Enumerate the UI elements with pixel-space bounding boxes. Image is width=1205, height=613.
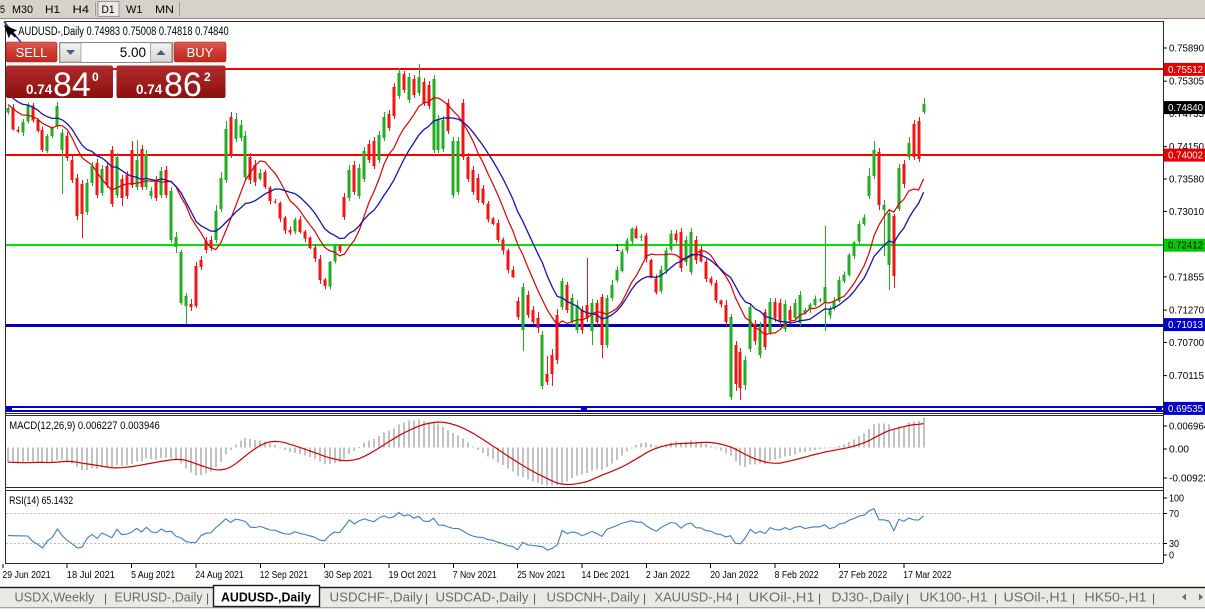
svg-text:20 Jan 2022: 20 Jan 2022 (710, 569, 758, 581)
svg-text:|: | (533, 591, 536, 605)
svg-text:|: | (736, 591, 739, 605)
svg-text:0.71270: 0.71270 (1169, 305, 1204, 317)
svg-text:18 Jul 2021: 18 Jul 2021 (67, 569, 115, 581)
svg-text:AUDUSD-,Daily: AUDUSD-,Daily (221, 589, 312, 604)
svg-text:24 Aug 2021: 24 Aug 2021 (195, 569, 243, 581)
svg-text:USDCHF-,Daily: USDCHF-,Daily (330, 589, 424, 604)
svg-text:0.006964: 0.006964 (1169, 421, 1205, 433)
svg-text:0.72412: 0.72412 (1168, 240, 1203, 252)
svg-text:HK50-,H1: HK50-,H1 (1085, 589, 1147, 604)
svg-text:0.00: 0.00 (1169, 444, 1189, 456)
svg-text:5 Aug 2021: 5 Aug 2021 (131, 569, 175, 581)
svg-text:19 Oct 2021: 19 Oct 2021 (389, 569, 437, 581)
svg-text:USDCAD-,Daily: USDCAD-,Daily (436, 589, 530, 604)
svg-text:|: | (104, 591, 107, 605)
svg-text:0.74002: 0.74002 (1168, 150, 1203, 162)
svg-text:30: 30 (1169, 538, 1179, 550)
svg-text:30 Sep 2021: 30 Sep 2021 (324, 569, 372, 581)
svg-text:W1: W1 (126, 4, 143, 16)
svg-text:0.74840: 0.74840 (1168, 102, 1203, 114)
svg-text:SELL: SELL (16, 45, 48, 60)
svg-text:5: 5 (0, 4, 5, 16)
svg-text:27 Feb 2022: 27 Feb 2022 (839, 569, 887, 581)
svg-text:H4: H4 (73, 4, 90, 16)
svg-text:84: 84 (53, 66, 91, 104)
svg-text:0.69535: 0.69535 (1168, 403, 1203, 415)
svg-text:7 Nov 2021: 7 Nov 2021 (453, 569, 497, 581)
svg-text:MN: MN (155, 4, 174, 16)
svg-text:|: | (906, 591, 909, 605)
svg-text:0.75512: 0.75512 (1168, 64, 1203, 76)
svg-text:D1: D1 (102, 4, 115, 16)
svg-text:XAUUSD-,H4: XAUUSD-,H4 (655, 589, 733, 604)
svg-text:0: 0 (1169, 550, 1174, 562)
svg-text:2: 2 (204, 70, 211, 84)
svg-text:14 Dec 2021: 14 Dec 2021 (582, 569, 630, 581)
svg-text:0.73580: 0.73580 (1169, 174, 1204, 186)
svg-text:0.70115: 0.70115 (1169, 370, 1204, 382)
svg-text:25 Nov 2021: 25 Nov 2021 (517, 569, 565, 581)
svg-text:86: 86 (164, 66, 202, 104)
svg-text:M30: M30 (12, 4, 33, 16)
svg-text:12 Sep 2021: 12 Sep 2021 (260, 569, 308, 581)
svg-text:UK100-,H1: UK100-,H1 (920, 589, 988, 604)
svg-text:0.71855: 0.71855 (1169, 271, 1204, 283)
svg-text:|: | (1152, 591, 1155, 605)
svg-text:|: | (643, 591, 646, 605)
svg-text:0.75890: 0.75890 (1169, 43, 1204, 55)
svg-text:100: 100 (1169, 493, 1184, 505)
svg-text:29 Jun 2021: 29 Jun 2021 (2, 569, 50, 581)
svg-text:USDX,Weekly: USDX,Weekly (15, 589, 95, 604)
svg-text:0.74: 0.74 (136, 82, 163, 97)
svg-text:|: | (425, 591, 428, 605)
svg-text:-0.00923: -0.00923 (1169, 473, 1205, 485)
svg-text:|: | (1072, 591, 1075, 605)
svg-text:0.73010: 0.73010 (1169, 206, 1204, 218)
svg-text:|: | (994, 591, 997, 605)
svg-text:0.70700: 0.70700 (1169, 337, 1204, 349)
svg-text:0.74: 0.74 (26, 82, 53, 97)
svg-text:DJ30-,Daily: DJ30-,Daily (832, 589, 905, 604)
svg-text:0: 0 (92, 70, 99, 84)
svg-text:EURUSD-,Daily: EURUSD-,Daily (115, 589, 203, 604)
svg-text:AUDUSD-,Daily 0.74983 0.75008: AUDUSD-,Daily 0.74983 0.75008 0.74818 0.… (18, 26, 228, 38)
svg-text:USOil-,H1: USOil-,H1 (1004, 589, 1068, 604)
svg-text:17 Mar 2022: 17 Mar 2022 (903, 569, 951, 581)
svg-text:MACD(12,26,9) 0.006227 0.00394: MACD(12,26,9) 0.006227 0.003946 (9, 420, 160, 432)
svg-text:0.75305: 0.75305 (1169, 76, 1204, 88)
svg-text:5.00: 5.00 (120, 45, 146, 60)
svg-text:1: 1 (615, 243, 620, 253)
svg-text:|: | (206, 591, 209, 605)
svg-text:USDCNH-,Daily: USDCNH-,Daily (547, 589, 640, 604)
svg-text:UKOil-,H1: UKOil-,H1 (749, 589, 815, 604)
svg-text:2 Jan 2022: 2 Jan 2022 (646, 569, 690, 581)
svg-text:8 Feb 2022: 8 Feb 2022 (775, 569, 819, 581)
svg-text:70: 70 (1169, 508, 1179, 520)
svg-text:0.71013: 0.71013 (1168, 319, 1203, 331)
svg-text:BUY: BUY (187, 45, 214, 60)
svg-text:RSI(14) 65.1432: RSI(14) 65.1432 (9, 495, 73, 507)
svg-text:H1: H1 (45, 4, 60, 16)
svg-text:|: | (818, 591, 821, 605)
